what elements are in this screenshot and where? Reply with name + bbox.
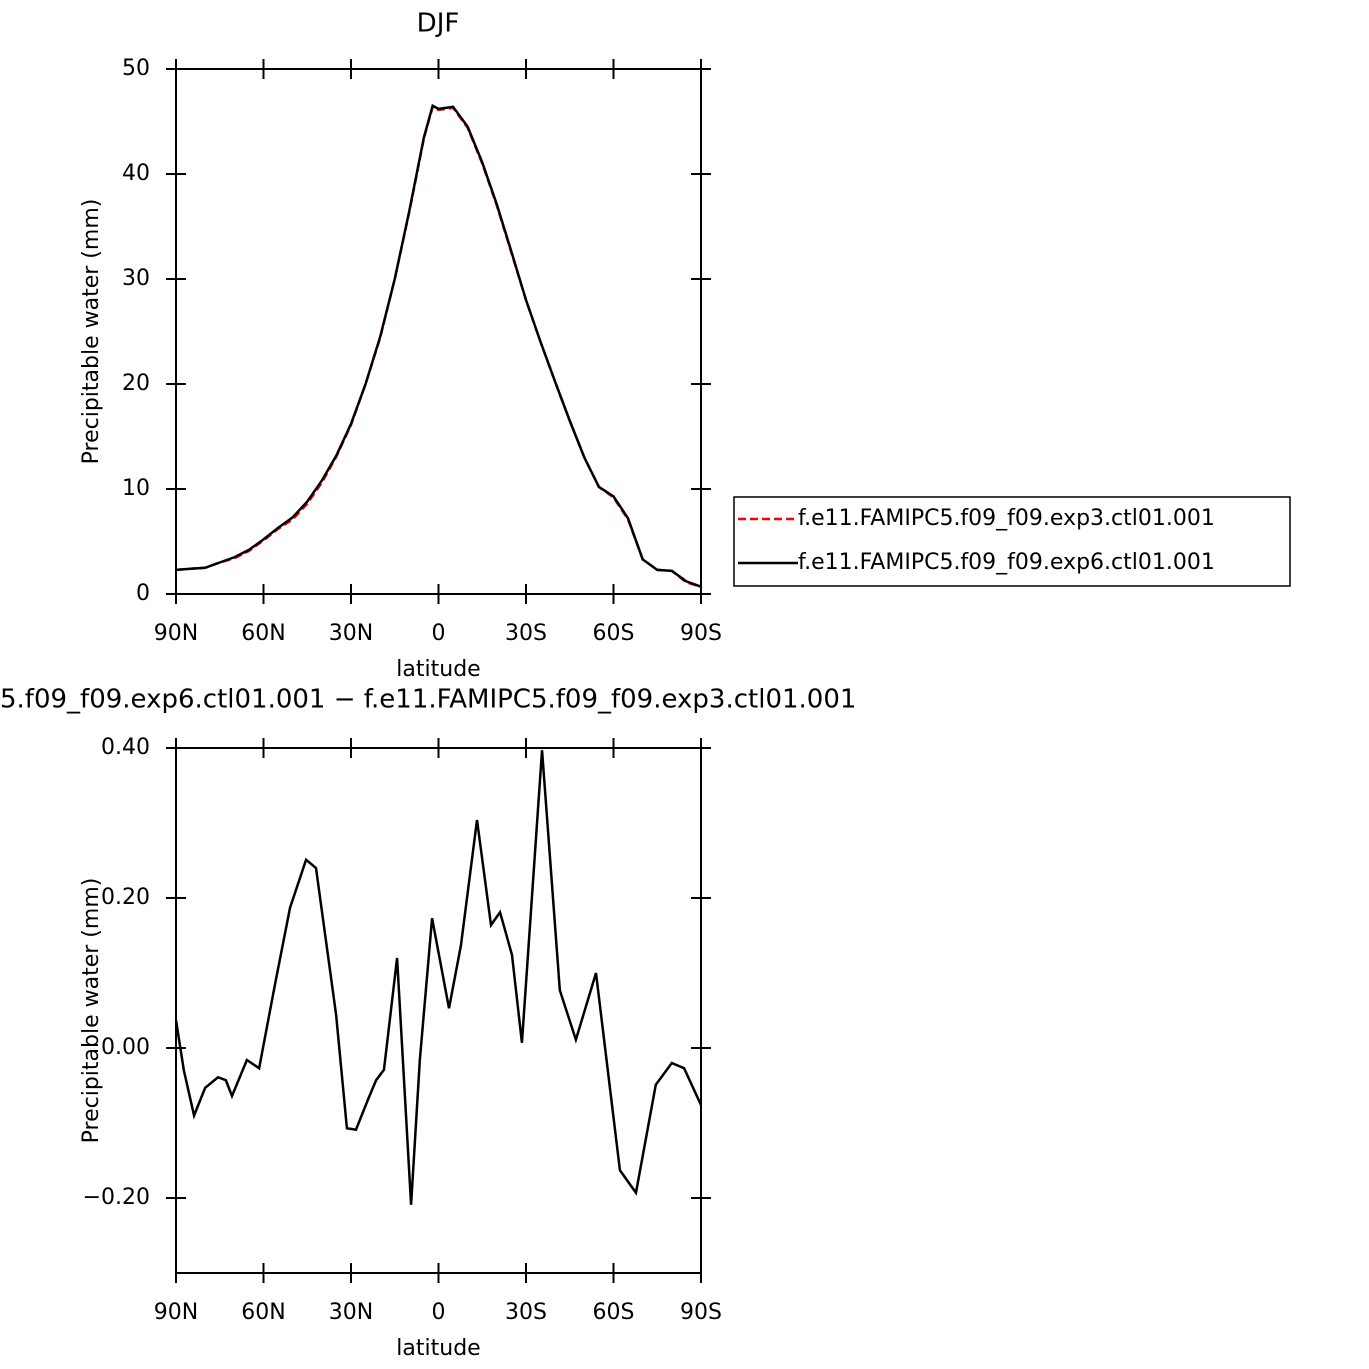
data-line [174, 750, 703, 1205]
y-tick-label: 20 [122, 371, 150, 396]
y-tick-label: 10 [122, 476, 150, 501]
x-axis-label: latitude [396, 1336, 480, 1361]
x-tick-label: 30S [505, 1300, 547, 1325]
y-axis-label: Precipitable water (mm) [79, 199, 104, 465]
x-tick-label: 0 [432, 621, 446, 646]
data-line [175, 104, 702, 588]
y-tick-label: 0 [136, 581, 150, 606]
chart-title: DJF [417, 9, 460, 39]
y-axis-label: Precipitable water (mm) [79, 878, 104, 1144]
x-tick-label: 60N [241, 621, 285, 646]
y-tick-label: 40 [122, 161, 150, 186]
plot-frame [175, 68, 702, 595]
y-tick-label: 30 [122, 266, 150, 291]
x-tick-label: 60N [241, 1300, 285, 1325]
legend-label: f.e11.FAMIPC5.f09_f09.exp6.ctl01.001 [798, 550, 1215, 575]
plot-frame [175, 747, 702, 1274]
x-tick-label: 30S [505, 621, 547, 646]
y-tick-label: −0.20 [83, 1185, 150, 1210]
legend-label: f.e11.FAMIPC5.f09_f09.exp3.ctl01.001 [798, 506, 1215, 531]
x-tick-label: 30N [329, 621, 373, 646]
chart-title: 5.f09_f09.exp6.ctl01.001 − f.e11.FAMIPC5… [0, 685, 856, 715]
x-tick-label: 60S [593, 621, 635, 646]
legend-box [733, 496, 1291, 587]
data-line [175, 103, 702, 588]
x-tick-label: 90S [680, 1300, 722, 1325]
x-tick-label: 90N [154, 1300, 198, 1325]
x-tick-label: 0 [432, 1300, 446, 1325]
x-tick-label: 30N [329, 1300, 373, 1325]
y-tick-label: 0.00 [101, 1035, 150, 1060]
x-tick-label: 90S [680, 621, 722, 646]
x-tick-label: 90N [154, 621, 198, 646]
y-tick-label: 0.20 [101, 885, 150, 910]
x-tick-label: 60S [593, 1300, 635, 1325]
y-tick-label: 0.40 [101, 735, 150, 760]
x-axis-label: latitude [396, 657, 480, 682]
y-tick-label: 50 [122, 56, 150, 81]
